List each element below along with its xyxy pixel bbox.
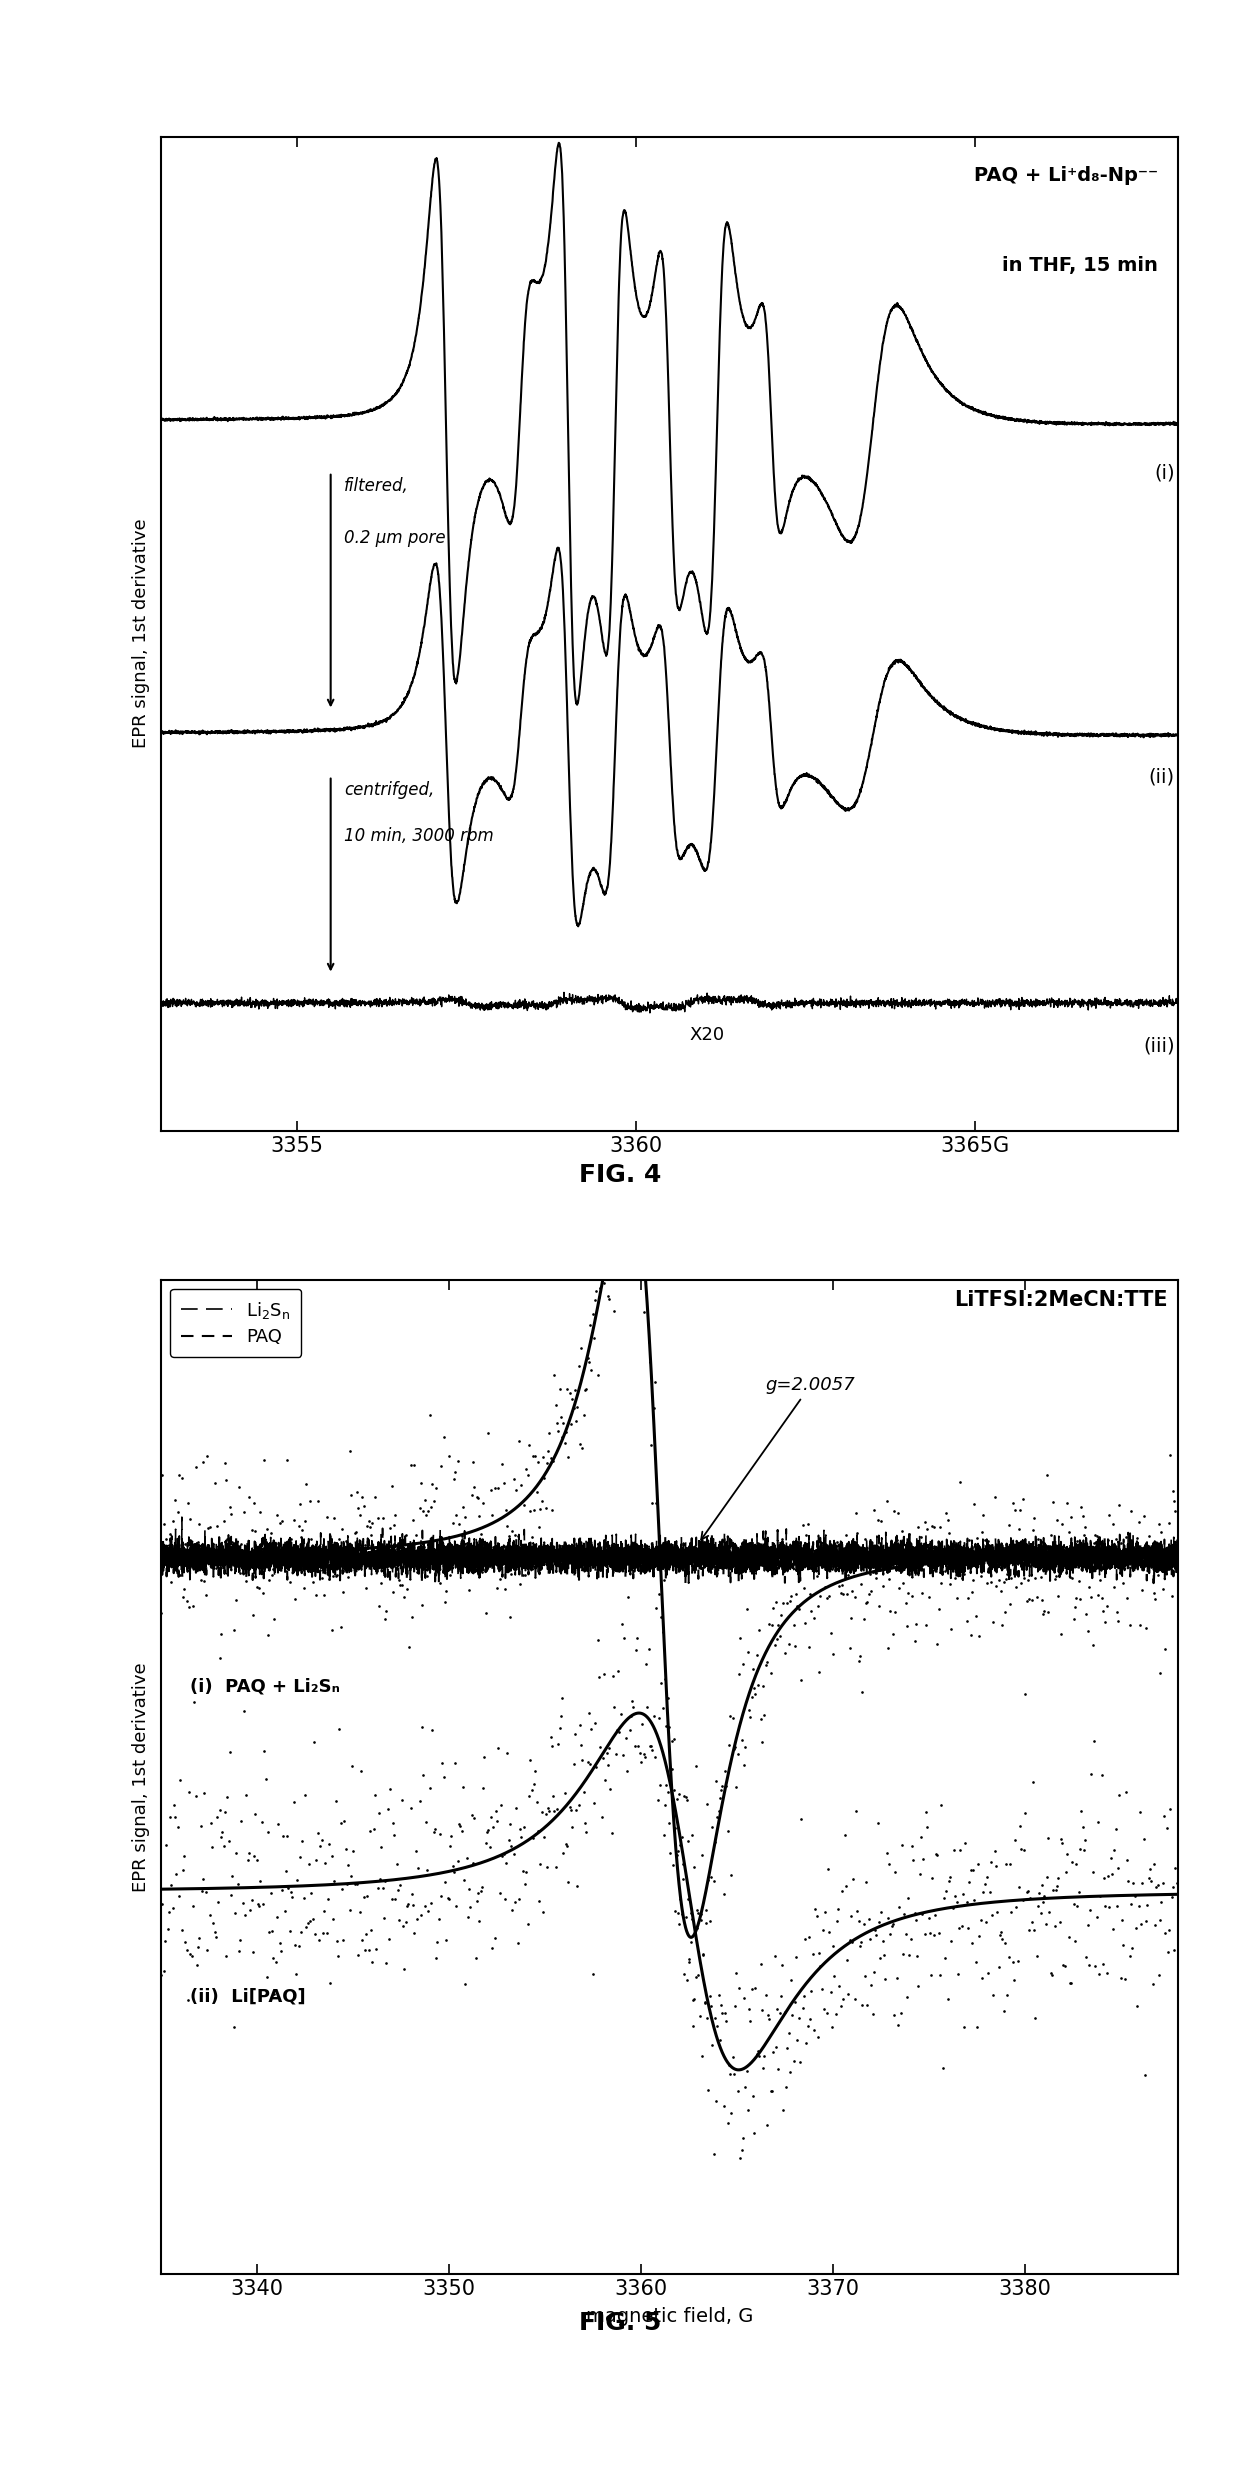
Text: X20: X20: [689, 1026, 725, 1044]
Text: 10 min, 3000 rpm: 10 min, 3000 rpm: [345, 828, 494, 845]
Text: in THF, 15 min: in THF, 15 min: [1002, 256, 1158, 276]
Text: 0.2 μm pore: 0.2 μm pore: [345, 529, 446, 547]
Text: filtered,: filtered,: [345, 477, 409, 495]
Text: FIG. 5: FIG. 5: [579, 2311, 661, 2336]
Text: (i)  PAQ + Li₂Sₙ: (i) PAQ + Li₂Sₙ: [190, 1677, 340, 1695]
Y-axis label: EPR signal, 1st derivative: EPR signal, 1st derivative: [133, 1662, 150, 1891]
Text: (ii)  Li[PAQ]: (ii) Li[PAQ]: [190, 1988, 305, 2005]
Text: (i): (i): [1154, 462, 1174, 482]
X-axis label: magnetic field, G: magnetic field, G: [587, 2306, 753, 2326]
Y-axis label: EPR signal, 1st derivative: EPR signal, 1st derivative: [133, 519, 150, 748]
Text: LiTFSI:2MeCN:TTE: LiTFSI:2MeCN:TTE: [955, 1290, 1168, 1310]
Text: centrifged,: centrifged,: [345, 780, 434, 800]
Text: FIG. 4: FIG. 4: [579, 1163, 661, 1188]
Text: (iii): (iii): [1143, 1036, 1174, 1056]
Text: (ii): (ii): [1148, 768, 1174, 785]
Text: PAQ + Li⁺d₈-Np⁻⁻: PAQ + Li⁺d₈-Np⁻⁻: [973, 166, 1158, 186]
Text: g=2.0057: g=2.0057: [701, 1377, 856, 1541]
Legend: $\mathrm{Li_2S_n}$, PAQ: $\mathrm{Li_2S_n}$, PAQ: [170, 1290, 301, 1357]
